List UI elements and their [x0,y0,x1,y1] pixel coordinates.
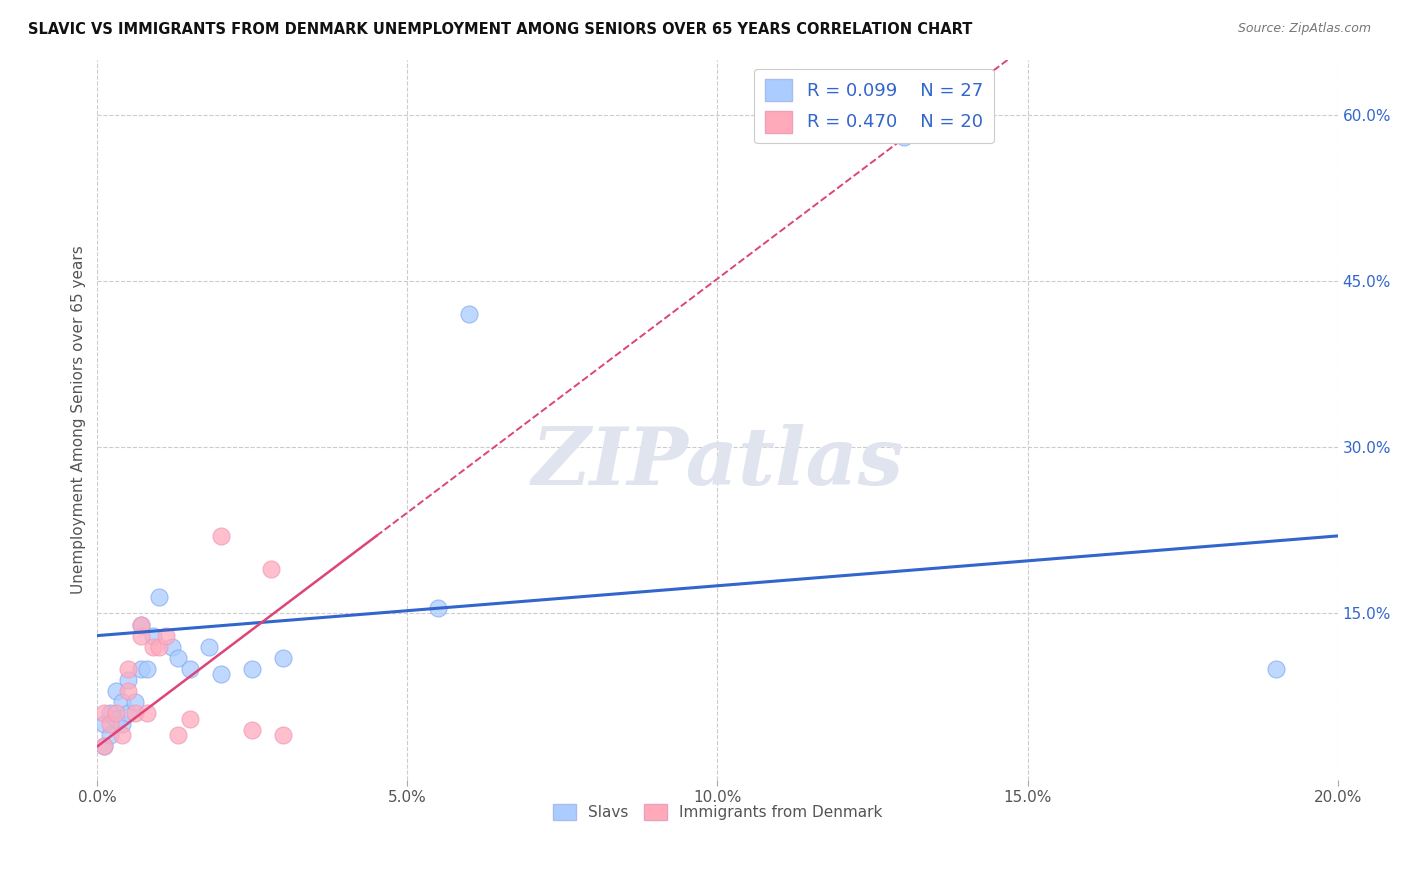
Point [142,640,165,654]
Point [93,706,115,720]
Text: SLAVIC VS IMMIGRANTS FROM DENMARK UNEMPLOYMENT AMONG SENIORS OVER 65 YEARS CORRE: SLAVIC VS IMMIGRANTS FROM DENMARK UNEMPL… [28,22,973,37]
Point [98,717,121,731]
Point [136,662,159,676]
Point [104,684,127,698]
Point [98,728,121,742]
Point [242,662,264,676]
Point [1264,662,1286,676]
Point [242,723,264,737]
Point [179,712,201,726]
Point [209,667,232,681]
Point [273,650,295,665]
Point [273,728,295,742]
Point [104,706,127,720]
Point [458,307,481,321]
Point [148,640,170,654]
Point [111,728,134,742]
Point [104,712,127,726]
Point [117,684,139,698]
Point [167,650,190,665]
Point [124,695,146,709]
Point [167,728,190,742]
Point [893,130,915,145]
Point [129,629,152,643]
Point [155,629,177,643]
Point [129,617,152,632]
Point [160,640,183,654]
Point [93,717,115,731]
Point [117,706,139,720]
Point [260,562,283,576]
Point [117,673,139,687]
Y-axis label: Unemployment Among Seniors over 65 years: Unemployment Among Seniors over 65 years [72,245,86,594]
Point [93,739,115,754]
Point [198,640,221,654]
Point [111,695,134,709]
Point [142,629,165,643]
Text: ZIPatlas: ZIPatlas [531,424,904,501]
Point [129,617,152,632]
Point [124,706,146,720]
Text: Source: ZipAtlas.com: Source: ZipAtlas.com [1237,22,1371,36]
Point [148,590,170,604]
Point [129,662,152,676]
Point [427,601,450,615]
Point [209,529,232,543]
Point [117,662,139,676]
Point [179,662,201,676]
Point [93,739,115,754]
Point [136,706,159,720]
Point [111,717,134,731]
Point [98,706,121,720]
Legend: Slavs, Immigrants from Denmark: Slavs, Immigrants from Denmark [547,797,889,826]
